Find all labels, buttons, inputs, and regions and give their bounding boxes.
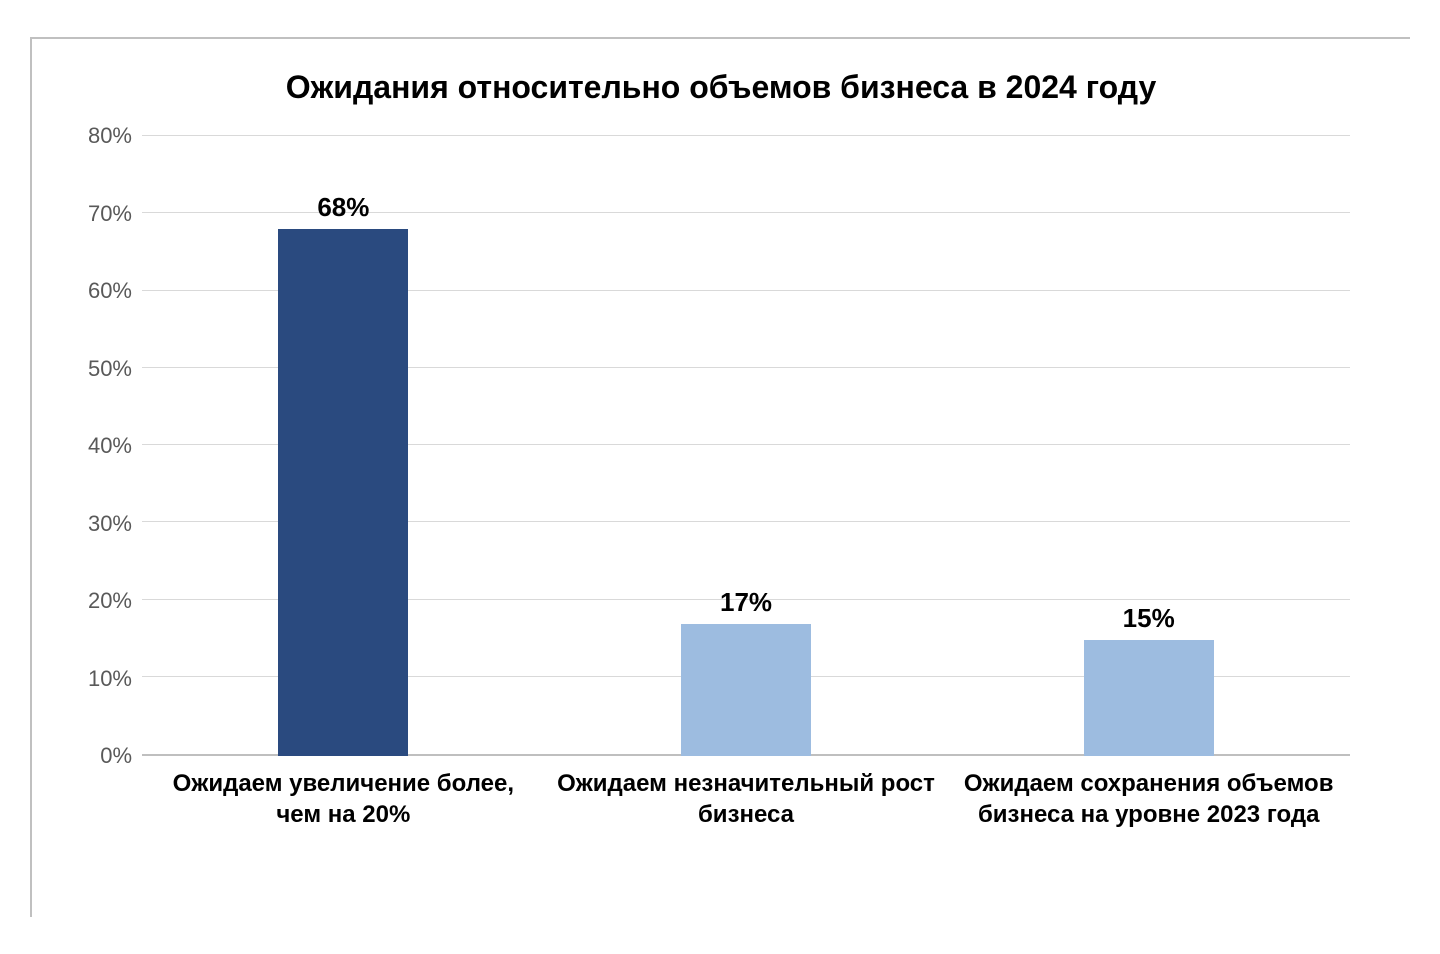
y-tick-label: 10% <box>72 666 132 692</box>
y-tick-label: 40% <box>72 433 132 459</box>
bar-rect <box>278 229 408 756</box>
x-axis-labels: Ожидаем увеличение более, чем на 20%Ожид… <box>142 768 1350 830</box>
x-axis-label: Ожидаем увеличение более, чем на 20% <box>142 768 545 830</box>
x-axis-label: Ожидаем незначительный рост бизнеса <box>545 768 948 830</box>
x-axis-label: Ожидаем сохранения объемов бизнеса на ур… <box>947 768 1350 830</box>
y-axis: 0%10%20%30%40%50%60%70%80% <box>72 136 137 756</box>
chart-container: Ожидания относительно объемов бизнеса в … <box>30 37 1410 917</box>
y-tick-label: 60% <box>72 278 132 304</box>
y-tick-label: 30% <box>72 511 132 537</box>
bar-slot: 17% <box>545 136 948 756</box>
bar-value-label: 68% <box>317 192 369 223</box>
y-tick-label: 50% <box>72 356 132 382</box>
y-tick-label: 70% <box>72 201 132 227</box>
y-tick-label: 0% <box>72 743 132 769</box>
chart-title: Ожидания относительно объемов бизнеса в … <box>72 69 1370 106</box>
plot-area: 0%10%20%30%40%50%60%70%80% 68%17%15% <box>142 136 1350 756</box>
bar-slot: 68% <box>142 136 545 756</box>
bar-value-label: 15% <box>1123 603 1175 634</box>
y-tick-label: 80% <box>72 123 132 149</box>
bar-rect <box>1084 640 1214 756</box>
bars-row: 68% 17% 15% <box>142 136 1350 756</box>
y-tick-label: 20% <box>72 588 132 614</box>
bar-rect <box>681 624 811 756</box>
bar-slot: 15% <box>947 136 1350 756</box>
bar-value-label: 17% <box>720 587 772 618</box>
